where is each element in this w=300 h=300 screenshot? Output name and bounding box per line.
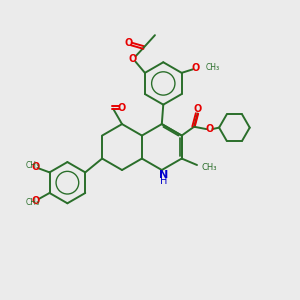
- Text: O: O: [205, 124, 214, 134]
- Text: CH₃: CH₃: [26, 161, 40, 170]
- Text: O: O: [128, 54, 137, 64]
- Text: CH₃: CH₃: [202, 163, 217, 172]
- Text: O: O: [117, 103, 126, 112]
- Text: CH₃: CH₃: [206, 63, 220, 72]
- Text: O: O: [32, 196, 40, 206]
- Text: O: O: [125, 38, 133, 48]
- Text: O: O: [31, 162, 40, 172]
- Text: N: N: [159, 170, 168, 180]
- Text: CH₃: CH₃: [26, 198, 40, 207]
- Text: H: H: [160, 176, 167, 186]
- Text: O: O: [194, 104, 202, 114]
- Text: O: O: [192, 63, 200, 73]
